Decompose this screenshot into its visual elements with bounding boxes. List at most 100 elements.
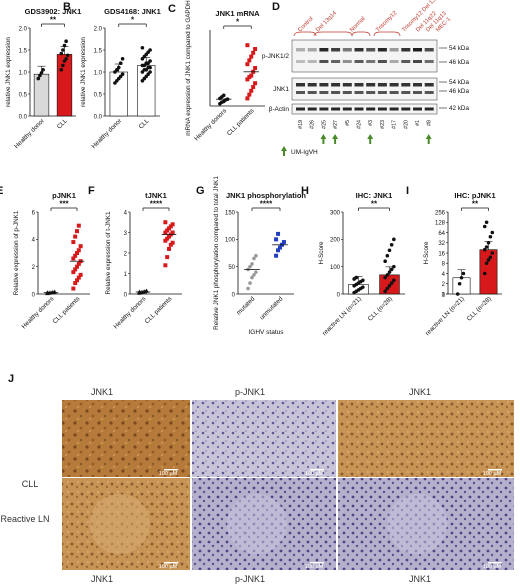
band (319, 91, 329, 94)
band (377, 107, 387, 111)
panel-letter: C (168, 3, 176, 15)
band (366, 91, 376, 94)
band (307, 83, 317, 87)
um-igvh-arrow (332, 134, 339, 144)
data-point (383, 275, 387, 280)
band (354, 83, 364, 87)
y-axis-label: Relative expression of p-JNK1 (13, 210, 20, 295)
data-point (274, 237, 279, 242)
band (389, 48, 399, 52)
scale-label: 100 µM (483, 564, 502, 570)
band (389, 83, 399, 87)
data-point (167, 226, 171, 231)
kda-label: 42 kDa (449, 105, 469, 112)
data-point (248, 281, 252, 285)
data-point (245, 96, 250, 101)
data-point (75, 264, 79, 269)
band (401, 60, 411, 63)
panel-letter: B (63, 1, 71, 13)
data-point (65, 53, 70, 58)
data-point (71, 256, 76, 261)
y-tick-label: 0.5 (19, 92, 28, 98)
data-point (389, 281, 394, 285)
category-label: unmutated (258, 295, 284, 321)
data-point (167, 246, 171, 251)
band (307, 60, 317, 63)
data-point (62, 43, 67, 48)
y-tick-label: 4 (442, 272, 446, 278)
data-point (168, 242, 173, 247)
band (354, 91, 364, 94)
micrograph-tile (192, 400, 336, 477)
y-tick-label: 50 (228, 265, 235, 271)
data-point (167, 234, 171, 239)
bar (56, 54, 73, 117)
blot-row-label: β-Actin (269, 106, 290, 113)
data-point (387, 284, 392, 288)
band (377, 83, 387, 87)
band (366, 83, 376, 87)
data-point (490, 230, 495, 235)
data-point (482, 224, 487, 229)
scale-label: 100 µM (483, 471, 502, 477)
data-point (59, 68, 64, 72)
data-point (383, 289, 387, 294)
panel-letter: E (0, 185, 3, 197)
significance-label: * (131, 16, 135, 25)
data-point (254, 270, 258, 274)
scale-label: 100 µM (159, 564, 178, 570)
category-label: CLL patients (226, 107, 256, 137)
data-point (354, 275, 359, 280)
data-point (387, 270, 392, 274)
band (331, 107, 341, 111)
y-axis-label: Relative expression of t-JNK1 (105, 211, 112, 294)
data-point (140, 46, 145, 50)
band (413, 107, 422, 111)
x-axis-label: IGHV status (248, 329, 284, 336)
data-point (250, 275, 254, 280)
band (366, 60, 376, 63)
y-tick-label: 2 (442, 282, 446, 288)
data-point (73, 281, 78, 286)
band (319, 83, 329, 87)
sample-number: #20 (403, 120, 409, 129)
legend-arrow (281, 146, 287, 156)
significance-label: **** (150, 200, 163, 209)
germinal-center (387, 494, 448, 554)
data-point (170, 222, 175, 227)
data-point (274, 253, 279, 258)
data-point (120, 72, 125, 76)
band (296, 48, 305, 52)
band (377, 91, 387, 94)
panel-title: IHC: JNK1 (356, 191, 393, 200)
data-point (71, 270, 76, 275)
bar (452, 277, 471, 295)
category-label: CLL patients (52, 295, 82, 325)
band (354, 48, 364, 52)
y-tick-label: 32 (438, 241, 445, 247)
y-tick-label: 1 (442, 292, 446, 298)
data-point (253, 81, 258, 86)
micrograph-tile (62, 400, 190, 477)
row-label: Reactive LN (0, 514, 49, 524)
y-tick-label: 6 (32, 210, 36, 216)
panel-letter: I (406, 185, 409, 197)
data-point (385, 253, 390, 258)
significance-label: ** (472, 200, 479, 209)
y-axis-label: relative JNK1 expression (5, 37, 12, 107)
data-point (165, 228, 170, 233)
band (401, 48, 411, 52)
bar (137, 65, 156, 117)
category-label: CLL (n=28) (367, 295, 394, 322)
band (413, 91, 422, 94)
data-point (118, 61, 123, 65)
data-point (168, 224, 173, 229)
sample-number: #17 (392, 120, 398, 129)
y-tick-label: 3 (124, 231, 128, 237)
band (342, 107, 352, 111)
data-point (170, 240, 175, 245)
y-tick-label: 300 (330, 210, 341, 216)
category-label: CLL patients (144, 295, 174, 325)
group-label: Control (297, 16, 314, 33)
